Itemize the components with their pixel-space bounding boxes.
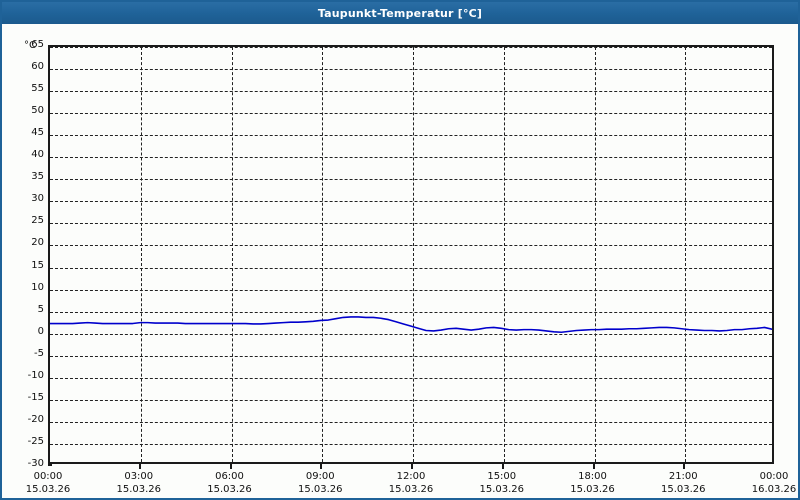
gridline-horizontal: [50, 47, 772, 48]
y-axis-tick-label: 10: [31, 281, 44, 293]
gridline-horizontal: [50, 91, 772, 93]
x-axis-tick: [229, 464, 232, 469]
x-axis-tick-time: 18:00: [578, 471, 607, 482]
x-axis-tick-time: 03:00: [124, 471, 154, 482]
x-axis-tick: [683, 464, 686, 469]
x-axis-tick-date: 16.03.26: [751, 484, 797, 495]
gridline-vertical: [231, 47, 233, 462]
x-axis-tick-time: 21:00: [668, 471, 698, 482]
gridline-vertical: [685, 47, 687, 462]
y-axis-tick-label: -10: [27, 369, 44, 381]
y-axis-tick-label: -15: [27, 391, 44, 403]
y-axis-tick-label: 50: [31, 105, 44, 117]
gridline-horizontal: [50, 267, 772, 269]
gridline-horizontal: [50, 421, 772, 423]
gridline-horizontal: [50, 399, 772, 401]
chart-canvas: °C 65 60 55 50 45 40 35 30 25 20 15 10 5 0 -5 -10 -15 -20…: [2, 24, 798, 498]
x-axis-tick: [320, 464, 323, 469]
x-axis-tick-label: 18:00 15.03.26: [553, 470, 633, 496]
x-axis-tick: [501, 464, 504, 469]
x-axis-tick-label: 12:00 15.03.26: [371, 470, 451, 496]
series-line-taupunkt-temperatur: [50, 316, 772, 334]
x-axis-tick-date: 15.03.26: [207, 484, 252, 495]
x-axis-tick-label: 06:00 15.03.26: [190, 470, 270, 496]
gridline-horizontal: [50, 333, 772, 335]
x-axis-tick-date: 15.03.26: [116, 484, 162, 495]
x-axis-tick-label: 09:00 15.03.26: [280, 470, 360, 496]
gridline-vertical: [413, 47, 414, 462]
x-axis-tick-time: 06:00: [215, 471, 244, 482]
y-axis-unit-label: °C: [24, 40, 36, 51]
y-axis-tick-label: 40: [31, 149, 44, 161]
gridline-vertical: [594, 47, 596, 462]
x-axis-tick: [138, 464, 141, 469]
x-axis-tick-time: 09:00: [305, 471, 335, 482]
gridline-vertical: [322, 47, 324, 462]
x-axis-tick-label: 21:00 15.03.26: [643, 470, 723, 496]
x-axis-tick-label: 00:00 16.03.26: [734, 470, 800, 496]
y-axis-tick-label: 60: [31, 61, 44, 73]
x-axis-labels: 00:00 15.03.26 03:00 15.03.26 06:00 15.03.26 0…: [26, 470, 797, 500]
x-axis-tick-date: 15.03.26: [25, 484, 71, 495]
x-axis-tick-date: 15.03.26: [388, 484, 434, 495]
gridline-horizontal: [50, 289, 772, 291]
x-axis-tick-time: 12:00: [396, 471, 426, 482]
gridline-horizontal: [50, 443, 772, 445]
x-axis-tick-time: 00:00: [759, 471, 789, 482]
gridline-horizontal: [50, 179, 772, 181]
y-axis-tick-label: -30: [27, 458, 44, 469]
y-axis-tick-label: 20: [31, 237, 44, 249]
gridline-horizontal: [50, 377, 772, 379]
gridline-horizontal: [50, 135, 772, 137]
gridline-horizontal: [50, 245, 772, 247]
x-axis-tick-date: 15.03.26: [570, 484, 615, 495]
x-axis-tick-date: 15.03.26: [297, 484, 343, 495]
gridline-horizontal: [50, 69, 772, 71]
y-axis-tick-label: 5: [37, 303, 44, 315]
x-axis-tick: [411, 464, 413, 469]
window-titlebar: Taupunkt-Temperatur [°C]: [2, 2, 798, 24]
gridline-vertical: [503, 47, 505, 462]
x-axis-tick-label: 00:00 15.03.26: [8, 470, 88, 496]
x-axis-ticks: [48, 464, 774, 470]
x-axis-tick: [592, 464, 595, 469]
x-axis-tick-date: 15.03.26: [660, 484, 706, 495]
y-axis-tick-label: 30: [31, 193, 44, 205]
plot-area: [48, 45, 774, 464]
gridline-horizontal: [50, 355, 772, 357]
y-axis-tick-label: 35: [31, 171, 44, 183]
x-axis-tick-date: 15.03.26: [479, 484, 525, 495]
gridline-horizontal: [50, 201, 772, 203]
x-axis-tick-label: 15:00 15.03.26: [462, 470, 542, 496]
y-axis-tick-label: 15: [31, 259, 44, 271]
x-axis-tick-time: 00:00: [33, 471, 63, 482]
y-axis-tick-label: 0: [37, 325, 44, 337]
gridline-horizontal: [50, 223, 772, 225]
y-axis-labels: 65 60 55 50 45 40 35 30 25 20 15 10 5 0 -5 -10 -15 -20 -25…: [2, 40, 44, 469]
gridline-horizontal: [50, 311, 772, 313]
gridline-vertical: [140, 47, 142, 462]
y-axis-tick-label: -25: [27, 435, 44, 447]
gridline-horizontal: [50, 113, 772, 115]
x-axis-tick-time: 15:00: [487, 471, 517, 482]
y-axis-tick: [48, 464, 52, 466]
y-axis-tick-label: -20: [27, 413, 44, 425]
gridline-horizontal: [50, 157, 772, 159]
y-axis-tick-label: -5: [34, 347, 44, 359]
y-axis-tick-label: 65: [31, 39, 44, 50]
x-axis-tick-label: 03:00 15.03.26: [99, 470, 179, 496]
y-axis-tick-label: 25: [31, 215, 44, 227]
y-axis-tick-label: 55: [31, 83, 44, 95]
page-title: Taupunkt-Temperatur [°C]: [317, 6, 483, 20]
y-axis-tick-label: 45: [31, 127, 44, 139]
